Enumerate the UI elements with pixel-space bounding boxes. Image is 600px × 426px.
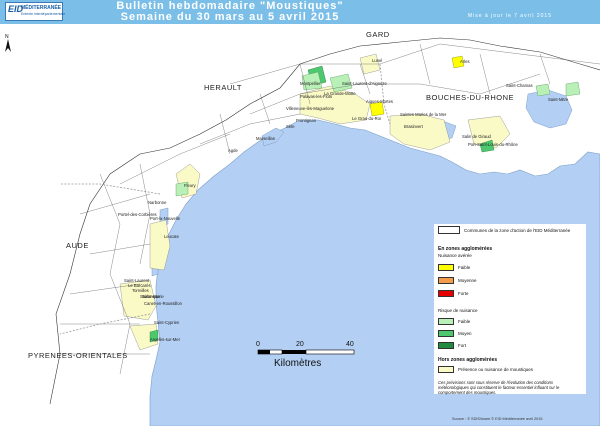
swatch-presence: [438, 366, 454, 373]
town-label: Le Grau-du-Roi: [352, 116, 381, 121]
etang-de-thau: [261, 127, 285, 147]
legend-moyenne: Moyenne: [458, 278, 477, 283]
town-label: Leucate: [164, 234, 180, 239]
town-label: Sainte-Marie: [140, 294, 164, 299]
town-label: Narbonne: [148, 200, 167, 205]
town-label: Saint-Mitre: [548, 97, 569, 102]
town-label: Brasinvert: [404, 124, 424, 129]
scale-label-40: 40: [346, 341, 354, 348]
town-label: Torreilles: [132, 288, 149, 293]
legend-hors-title: Hors zones agglomérées: [438, 357, 498, 363]
town-label: La Grande-Motte: [324, 91, 356, 96]
town-label: Montpellier: [300, 81, 321, 86]
logo-subtitle: Entente interdépartementale: [21, 12, 66, 16]
town-label: Saint-Laurent-d'Aigouze: [342, 81, 387, 86]
source-credit: Source : © SDIS/Insee © EID Méditerranée…: [452, 417, 543, 421]
town-label: Salanque: [142, 294, 160, 299]
legend-nuisance-title: Nuisance avérée: [438, 253, 472, 258]
etang-de-berre: [525, 89, 573, 129]
town-label: Villeneuve-lès-Maguelone: [286, 106, 335, 111]
town-label: Marseillan: [256, 136, 276, 141]
town-label: Arles: [460, 59, 470, 64]
town-label: Saint-Cyprien: [154, 320, 180, 325]
legend-risque-fort: Fort: [458, 343, 467, 348]
north-arrow: N: [3, 32, 13, 59]
town-label: Salin de Giraud: [462, 134, 492, 139]
header-bar: EID MÉDITERRANÉE Entente interdépartemen…: [0, 0, 600, 24]
town-label: Palavas-les-Flots: [300, 94, 332, 99]
swatch-risque-fort: [438, 342, 454, 349]
town-label: Port-Saint-Louis-du-Rhône: [468, 142, 518, 147]
town-label: Saint-Laurent: [124, 278, 150, 283]
town-label: Canet-en-Roussillon: [144, 301, 183, 306]
swatch-risque-faible: [438, 318, 454, 325]
town-label: Saint-Chamas: [506, 83, 533, 88]
legend-forte: Forte: [458, 291, 469, 296]
town-label: Sète: [286, 124, 295, 129]
legend-risque-faible: Faible: [458, 319, 471, 324]
commune-boundaries: [60, 43, 600, 375]
scale-unit: Kilomètres: [274, 358, 322, 369]
bulletin-title: Bulletin hebdomadaire "Moustiques": [116, 0, 344, 12]
town-label: Aigues-Mortes: [366, 99, 393, 104]
bulletin-week: Semaine du 30 mars au 5 avril 2015: [120, 11, 340, 23]
label-aude: AUDE: [66, 241, 89, 250]
label-herault: HERAULT: [204, 83, 242, 92]
risque-moyen-zones: [149, 65, 495, 343]
legend-agglo-title: En zones agglomérées: [438, 246, 493, 252]
town-label: Saintes Maries de la Mer: [400, 112, 447, 117]
swatch-forte: [438, 290, 454, 297]
label-pyrenees-orientales: PYRENEES-ORIENTALES: [28, 351, 128, 360]
scale-label-0: 0: [256, 341, 260, 348]
risque-faible-zones: [175, 71, 581, 197]
scale-label-20: 20: [296, 341, 304, 348]
legend-communes: Communes de la zone d'action de l'EID Mé…: [464, 228, 571, 233]
town-label: Fleury: [184, 183, 197, 188]
swatch-communes: [438, 226, 460, 234]
scale-bar: 0 20 40 Kilomètres: [252, 340, 362, 377]
legend-faible: Faible: [458, 265, 471, 270]
north-label: N: [5, 34, 9, 40]
update-date: Mise à jour le 7 avril 2015: [468, 13, 552, 19]
town-label: Le Barcarès: [128, 283, 151, 288]
town-label: Agde: [228, 148, 238, 153]
label-gard: GARD: [366, 30, 390, 39]
legend-risque-moyen: Moyen: [458, 331, 472, 336]
eid-logo: EID MÉDITERRANÉE Entente interdépartemen…: [5, 2, 66, 21]
north-arrow-icon: [5, 39, 11, 52]
swatch-risque-moyen: [438, 330, 454, 337]
legend-risque-title: Risque de nuisance: [438, 308, 478, 313]
town-label: Portel-des-Corbières: [118, 212, 157, 217]
town-label: Frontignan: [296, 118, 317, 123]
legend-presence: Présence ou nuisance de moustiques: [458, 367, 534, 372]
swatch-faible: [438, 264, 454, 271]
legend: Communes de la zone d'action de l'EID Mé…: [434, 224, 586, 395]
town-label: Argelès-sur-Mer: [150, 337, 181, 342]
town-label: Port-la-Nouvelle: [150, 216, 181, 221]
swatch-moyenne: [438, 277, 454, 284]
department-boundaries: [59, 63, 391, 335]
nuisance-faible-zones: [369, 55, 465, 117]
logo-mark: EID: [8, 4, 24, 14]
town-label: Lunel: [372, 58, 382, 63]
legend-note: Ces prévisions sont sous réserve de l'év…: [438, 380, 560, 395]
logo-name: MÉDITERRANÉE: [21, 5, 62, 11]
eid-zone-boundary: [49, 37, 600, 405]
label-bouches-du-rhone: BOUCHES-DU-RHONE: [426, 93, 514, 102]
